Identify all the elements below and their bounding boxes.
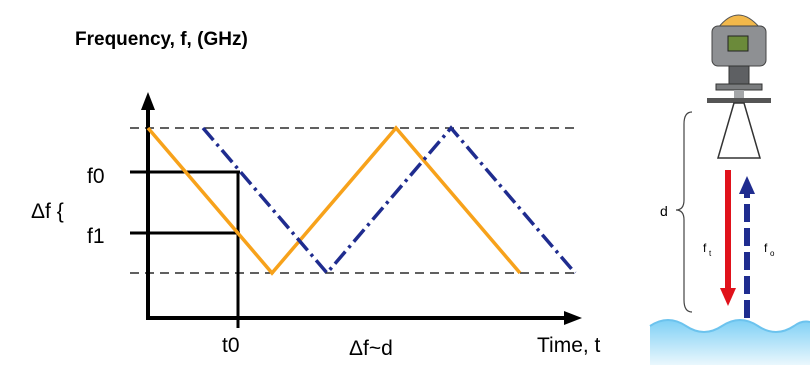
received-signal-line <box>201 125 577 276</box>
x-axis-arrowhead <box>564 311 582 325</box>
ft-subscript: t <box>709 249 712 258</box>
transmitted-wave-arrowhead <box>720 288 736 306</box>
distance-d-label: d <box>660 203 668 219</box>
t0-label: t0 <box>222 334 240 357</box>
received-wave-arrowhead <box>739 176 755 194</box>
water-surface-wave-line <box>649 319 810 333</box>
antenna-top <box>707 98 771 103</box>
delta-f-label: Δf { <box>31 200 64 223</box>
delta-f-distance-relation-label: Δf~d <box>349 337 393 360</box>
radar-sensor-illustration: d f t f o <box>649 14 810 365</box>
sensor-flange <box>715 83 763 91</box>
f1-label: f1 <box>87 225 105 248</box>
sensor-stem <box>734 90 744 98</box>
fr-subscript: o <box>770 249 775 258</box>
y-axis-arrowhead <box>141 92 155 110</box>
water-surface <box>650 320 810 365</box>
horn-antenna <box>717 102 761 159</box>
transmitted-signal-line <box>146 125 522 276</box>
f0-label: f0 <box>87 165 105 188</box>
fr-label: f <box>764 241 768 255</box>
x-axis-title: Time, t <box>537 334 601 357</box>
sensor-display <box>727 35 749 52</box>
distance-brace <box>675 111 693 313</box>
sensor-neck <box>728 65 750 85</box>
y-axis-title: Frequency, f, (GHz) <box>75 29 248 50</box>
ft-label: f <box>703 241 707 255</box>
